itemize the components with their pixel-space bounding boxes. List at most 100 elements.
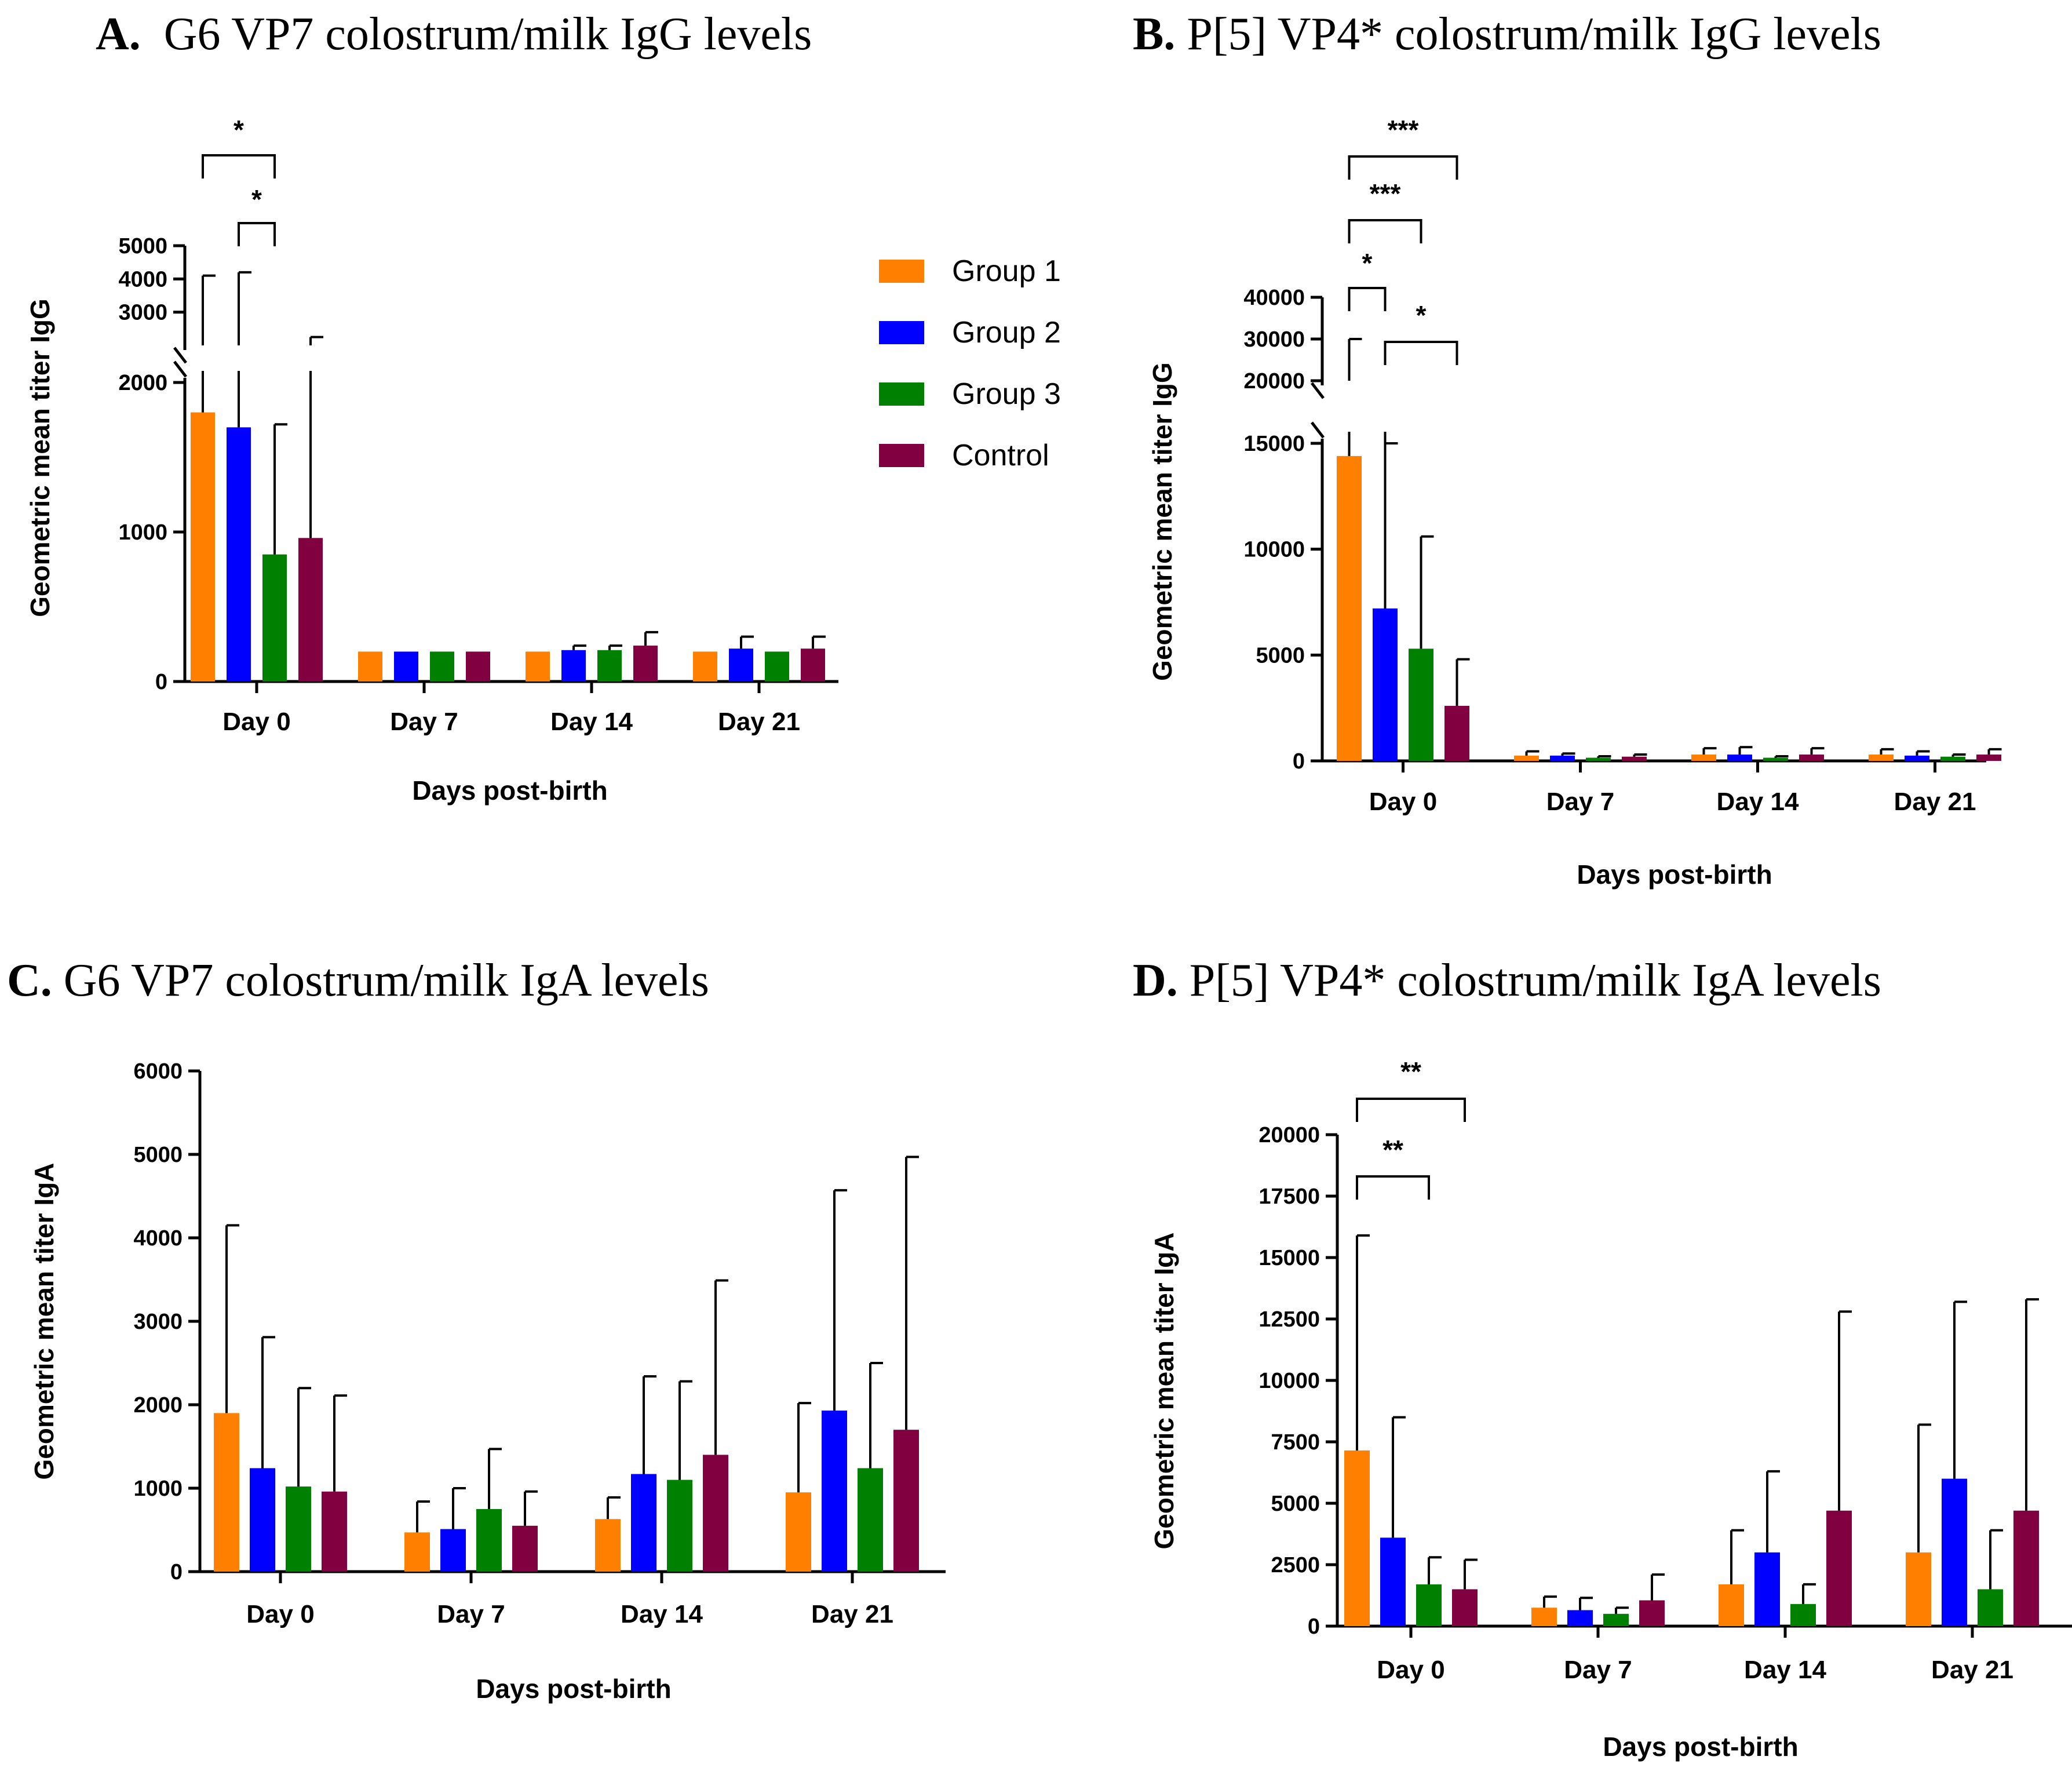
legend: Group 1 Group 2 Group 3 Control <box>879 254 1061 472</box>
panel-b-plot: 0 5000 10000 15000 20000 30000 40000 Day 0 Day 7… <box>1147 115 2002 890</box>
significance-label: ** <box>1382 1135 1403 1165</box>
y-tick-label: 1000 <box>118 520 167 545</box>
bar-group-2-day-0 <box>1380 1537 1406 1626</box>
bar-group-3-day-0 <box>286 1486 311 1572</box>
bar-control-day-0 <box>322 1491 347 1572</box>
y-tick-label: 5000 <box>1271 1492 1320 1516</box>
significance-bracket <box>202 154 276 178</box>
y-tick-label: 15000 <box>1243 432 1305 456</box>
y-tick-label: 4000 <box>133 1226 183 1251</box>
bar-control-day-7 <box>1622 756 1647 761</box>
significance-label: * <box>1362 248 1373 278</box>
bar-group-2-day-21 <box>822 1411 847 1572</box>
x-tick-label-day-0: Day 0 <box>1369 788 1437 816</box>
significance-label: * <box>234 115 244 145</box>
y-tick-label: 0 <box>155 670 167 694</box>
significance-bracket <box>1348 219 1422 243</box>
legend-swatch-control <box>879 444 924 467</box>
bar-control-day-7 <box>512 1525 538 1572</box>
bar-group-3-day-14 <box>1763 757 1788 761</box>
x-axis-label: Days post-birth <box>1603 1732 1798 1762</box>
bar-group-2-day-14 <box>631 1474 656 1572</box>
x-axis-label: Days post-birth <box>1577 859 1772 890</box>
panel-d-letter: D. <box>1133 955 1178 1006</box>
x-tick-label-day-21: Day 21 <box>1931 1656 2013 1684</box>
x-tick-label-day-7: Day 7 <box>1546 788 1614 816</box>
panel-d-title: D. P[5] VP4* colostrum/milk IgA levels <box>1133 955 1881 1006</box>
bar-group-2-day-14 <box>1754 1552 1780 1626</box>
bar-control-day-14 <box>1826 1510 1852 1626</box>
significance-label: * <box>1416 300 1427 330</box>
x-axis-label: Days post-birth <box>412 775 607 806</box>
bar-group-2-day-14 <box>561 650 586 682</box>
bar-group-3-day-14 <box>597 650 622 682</box>
bar-control-day-7 <box>1639 1600 1665 1626</box>
bar-group-3-day-7 <box>430 651 454 682</box>
significance-label: * <box>251 184 262 214</box>
y-tick-label: 40000 <box>1243 286 1305 310</box>
bar-group-1-day-14 <box>1719 1584 1744 1626</box>
bar-group-2-day-7 <box>1550 755 1575 761</box>
legend-swatch-group-3 <box>879 382 924 406</box>
bar-group-1-day-7 <box>404 1532 430 1572</box>
bar-group-3-day-0 <box>1416 1584 1442 1626</box>
x-tick-label-day-21: Day 21 <box>1894 788 1976 816</box>
y-tick-label: 10000 <box>1258 1369 1320 1393</box>
y-tick-label: 5000 <box>118 234 167 258</box>
bar-group-2-day-0 <box>227 427 251 682</box>
bar-control-day-0 <box>1452 1589 1478 1626</box>
bar-group-1-day-21 <box>1869 755 1894 761</box>
y-tick-label: 17500 <box>1258 1185 1320 1209</box>
significance-label: *** <box>1370 178 1401 209</box>
bar-control-day-21 <box>2013 1510 2039 1626</box>
significance-bracket <box>1356 1098 1466 1122</box>
bar-group-1-day-0 <box>1344 1450 1370 1626</box>
y-tick-label: 1000 <box>133 1477 183 1501</box>
bar-group-1-day-7 <box>1531 1608 1557 1626</box>
bar-group-3-day-21 <box>765 651 789 682</box>
y-tick-label: 6000 <box>133 1059 183 1084</box>
bar-group-3-day-21 <box>858 1468 883 1572</box>
y-tick-label: 4000 <box>118 267 167 291</box>
bar-group-1-day-14 <box>526 651 550 682</box>
panel-c-plot: 0 1000 2000 3000 4000 5000 6000 Day 0 Day 7 Day 1… <box>29 1059 946 1704</box>
significance-label: *** <box>1388 115 1419 145</box>
panel-a-title-text: G6 VP7 colostrum/milk IgG levels <box>164 9 812 60</box>
bar-control-day-21 <box>801 648 825 682</box>
x-axis-label: Days post-birth <box>476 1674 671 1704</box>
axis-break-mark <box>1311 382 1325 399</box>
bar-group-1-day-21 <box>786 1492 811 1572</box>
significance-label: ** <box>1400 1056 1421 1087</box>
bar-group-2-day-21 <box>729 648 753 682</box>
bar-group-3-day-21 <box>1940 756 1965 761</box>
bar-group-3-day-7 <box>1603 1613 1629 1626</box>
bar-group-1-day-0 <box>1337 455 1362 761</box>
bar-group-3-day-14 <box>667 1480 692 1572</box>
bar-group-2-day-14 <box>1727 755 1752 761</box>
bar-group-1-day-14 <box>595 1519 621 1572</box>
y-tick-label: 5000 <box>1256 643 1305 668</box>
bar-control-day-14 <box>1799 755 1824 761</box>
y-tick-label: 2000 <box>133 1393 183 1417</box>
panel-b-title-text: P[5] VP4* colostrum/milk IgG levels <box>1187 9 1881 60</box>
significance-bracket <box>238 222 276 246</box>
x-tick-label-day-14: Day 14 <box>1744 1656 1826 1684</box>
bar-group-3-day-0 <box>1409 648 1433 761</box>
x-tick-label-day-0: Day 0 <box>1377 1656 1444 1684</box>
axis-break-mark <box>173 360 187 378</box>
y-tick-label: 2000 <box>118 371 167 395</box>
legend-swatch-group-1 <box>879 260 924 283</box>
bar-group-2-day-0 <box>250 1468 275 1572</box>
bar-group-2-day-7 <box>440 1529 466 1572</box>
bar-group-1-day-7 <box>358 651 382 682</box>
bar-group-1-day-21 <box>1906 1552 1931 1626</box>
x-tick-label-day-14: Day 14 <box>1717 788 1799 816</box>
bar-control-day-14 <box>633 646 658 682</box>
bar-control-day-7 <box>466 651 490 682</box>
bar-group-2-day-0 <box>1373 608 1398 761</box>
panel-c-letter: C. <box>7 955 52 1006</box>
y-tick-label: 30000 <box>1243 327 1305 352</box>
panel-b-letter: B. <box>1133 9 1175 60</box>
y-tick-label: 2000 <box>118 371 167 395</box>
